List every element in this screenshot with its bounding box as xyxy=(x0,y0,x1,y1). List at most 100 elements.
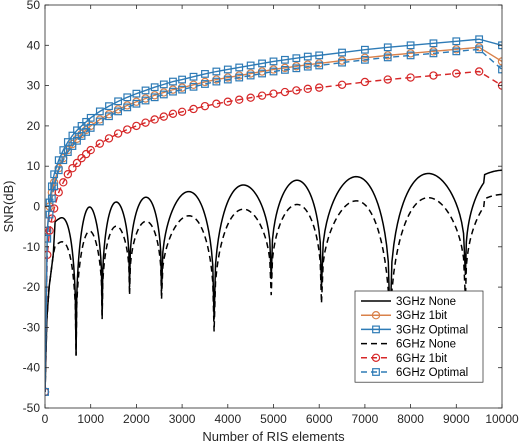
legend-label: 3GHz Optimal xyxy=(396,324,468,336)
x-tick-label: 2000 xyxy=(123,412,150,426)
plot-content xyxy=(45,35,502,397)
data-point xyxy=(159,80,168,89)
data-point xyxy=(59,178,68,187)
data-point xyxy=(498,65,502,74)
data-point xyxy=(338,48,346,57)
data-point xyxy=(257,91,267,100)
data-point xyxy=(141,118,150,127)
x-tick-label: 4000 xyxy=(214,412,241,426)
data-point xyxy=(235,95,244,104)
legend-label: 6GHz 1bit xyxy=(396,353,448,365)
data-point xyxy=(212,99,221,108)
legend-label: 6GHz None xyxy=(396,339,456,351)
data-point xyxy=(114,107,123,116)
data-point xyxy=(292,64,301,73)
data-point xyxy=(269,57,278,66)
data-point xyxy=(223,65,232,74)
x-tick-label: 5000 xyxy=(260,412,287,426)
series-3ghz-optimal xyxy=(45,35,502,396)
data-point xyxy=(159,112,169,121)
data-point xyxy=(54,156,63,165)
y-tick-label: 30 xyxy=(27,79,41,93)
data-point xyxy=(315,61,324,70)
data-point xyxy=(189,82,198,91)
data-point xyxy=(63,170,73,179)
data-point xyxy=(132,89,141,98)
data-point xyxy=(303,52,312,61)
data-point xyxy=(246,93,255,102)
data-point xyxy=(86,124,95,132)
series-line xyxy=(45,38,502,392)
x-tick-label: 9000 xyxy=(443,412,470,426)
data-point xyxy=(169,77,177,86)
legend-item: 3GHz Optimal xyxy=(361,324,468,336)
data-point xyxy=(361,45,369,54)
data-point xyxy=(49,178,59,187)
data-point xyxy=(406,73,415,82)
data-point xyxy=(360,77,370,87)
data-point xyxy=(45,198,54,207)
legend-box xyxy=(354,290,484,383)
data-point xyxy=(201,80,209,88)
ticks-layer: 0 1000 2000 3000 4000 5000 6000 7000 8000 9000 100… xyxy=(23,0,519,426)
series-line xyxy=(45,70,502,392)
data-point xyxy=(123,125,132,134)
data-point xyxy=(68,142,77,150)
data-point xyxy=(68,164,77,173)
data-point xyxy=(105,112,113,121)
data-point xyxy=(383,43,392,52)
data-point xyxy=(159,90,168,99)
data-point xyxy=(123,93,132,102)
data-point xyxy=(280,87,290,97)
x-axis-label: Number of RIS elements xyxy=(202,429,345,444)
data-point xyxy=(59,156,68,165)
legend-label: 3GHz 1bit xyxy=(396,310,448,322)
data-point xyxy=(132,99,141,108)
data-point xyxy=(45,226,54,235)
data-point xyxy=(292,86,301,95)
data-point xyxy=(429,71,438,80)
data-point xyxy=(68,131,77,140)
legend-marker xyxy=(372,325,380,334)
y-tick-label: -40 xyxy=(23,361,41,375)
data-point xyxy=(123,103,132,112)
data-point xyxy=(150,93,159,102)
data-point xyxy=(281,65,289,74)
y-tick-label: 10 xyxy=(27,159,41,173)
data-point xyxy=(429,49,438,58)
data-point xyxy=(452,47,461,56)
y-axis-label: SNR(dB) xyxy=(1,180,16,232)
series-3ghz-none xyxy=(45,169,502,392)
data-point xyxy=(429,39,438,48)
data-point xyxy=(189,72,198,81)
data-point xyxy=(86,113,95,122)
data-point xyxy=(258,69,266,78)
data-point xyxy=(95,117,104,126)
data-point xyxy=(150,115,159,124)
x-tick-label: 3000 xyxy=(169,412,196,426)
x-tick-label: 7000 xyxy=(352,412,379,426)
legend-item: 6GHz 1bit xyxy=(361,353,448,365)
data-point xyxy=(246,61,255,70)
data-point xyxy=(189,104,198,114)
series-line xyxy=(45,193,502,392)
data-point xyxy=(315,83,324,92)
data-point xyxy=(59,146,68,154)
data-point xyxy=(50,170,59,179)
series-line xyxy=(45,48,502,392)
data-point xyxy=(73,126,81,135)
data-point xyxy=(258,59,266,68)
data-point xyxy=(95,107,104,116)
data-point xyxy=(212,67,221,76)
data-point xyxy=(168,109,178,119)
data-point xyxy=(77,121,86,130)
data-point xyxy=(337,80,347,89)
data-point xyxy=(178,75,187,84)
data-point xyxy=(82,128,91,136)
data-point xyxy=(105,102,113,111)
data-point xyxy=(114,97,123,106)
data-point xyxy=(452,69,461,78)
data-point xyxy=(50,182,59,191)
data-point xyxy=(104,134,114,143)
